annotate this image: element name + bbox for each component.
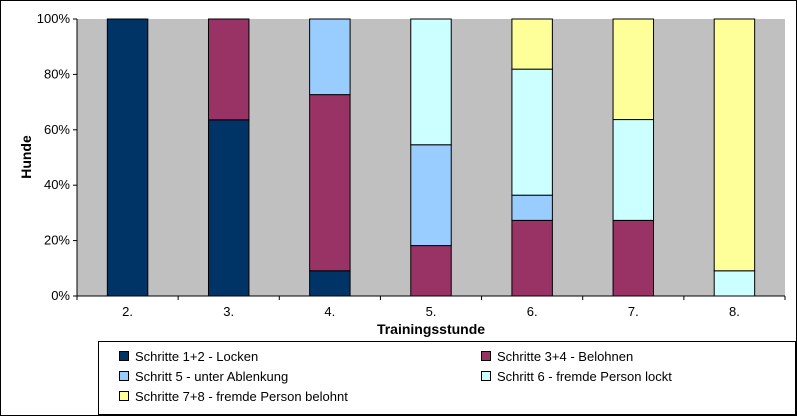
bar-segment-3-cat-5 [511,194,553,221]
bar-segment-1-cat-3 [309,270,351,297]
bar-segment-1-cat-1 [106,18,149,297]
y-tick-label: 80% [44,66,70,81]
bar-segment-2-cat-4 [410,245,452,297]
legend-item-5: Schritte 7+8 - fremde Person belohnt [119,388,348,404]
legend-item-4: Schritt 6 - fremde Person lockt [481,368,672,384]
bar-segment-3-cat-4 [410,144,452,247]
legend: Schritte 1+2 - Locken Schritte 3+4 - Belo… [98,341,796,415]
y-ticks-group: 0% 20% 40% 60% 80% 100% [37,11,77,303]
x-tick-label: 3. [223,304,234,319]
legend-swatch [481,371,491,381]
bar-segment-2-cat-2 [207,18,250,121]
bar-segment-4-cat-7 [713,270,756,297]
bars-group [106,18,756,297]
bar-segment-4-cat-6 [612,119,655,221]
x-tick-label: 7. [628,304,639,319]
legend-item-2: Schritte 3+4 - Belohnen [481,348,633,364]
x-tick-label: 2. [122,304,133,319]
x-ticks-group: 2. 3. 4. 5. 6. 7. 8. [76,296,786,319]
y-tick-label: 60% [44,122,70,137]
y-tick-label: 20% [44,233,70,248]
bar-segment-2-cat-5 [511,219,553,297]
bar-segment-4-cat-5 [511,68,553,196]
y-axis-title: Hunde [18,135,34,179]
legend-label: Schritte 3+4 - Belohnen [497,348,634,364]
legend-item-1: Schritte 1+2 - Locken [119,348,258,364]
bar-segment-5-cat-7 [713,18,756,272]
bar-segment-5-cat-5 [511,18,553,70]
bar-segment-1-cat-2 [207,119,250,297]
legend-label: Schritte 1+2 - Locken [135,348,259,364]
x-tick-label: 6. [527,304,538,319]
legend-swatch [119,351,129,361]
bar-segment-4-cat-4 [410,18,452,146]
legend-swatch [119,391,129,401]
legend-label: Schritte 7+8 - fremde Person belohnt [135,388,348,404]
y-tick-label: 0% [51,288,70,303]
legend-item-3: Schritt 5 - unter Ablenkung [119,368,288,384]
bar-segment-2-cat-3 [309,94,351,272]
legend-swatch [119,371,129,381]
bar-segment-5-cat-6 [612,18,655,121]
x-tick-label: 8. [729,304,740,319]
legend-label: Schritt 5 - unter Ablenkung [135,368,289,384]
stacked-bar-chart: 0%20%40%60%80%100% 2. 3. 4. 5. 6. 7. 8. Hunde … [18,11,786,337]
bar-segment-2-cat-6 [612,219,655,297]
legend-swatch [481,351,491,361]
bar-segment-3-cat-3 [309,18,351,96]
x-tick-label: 4. [324,304,335,319]
x-tick-label: 5. [426,304,437,319]
y-tick-label: 40% [44,177,70,192]
legend-label: Schritt 6 - fremde Person lockt [497,368,672,384]
y-tick-label: 100% [37,11,71,26]
x-axis-title: Trainingsstunde [377,321,485,337]
